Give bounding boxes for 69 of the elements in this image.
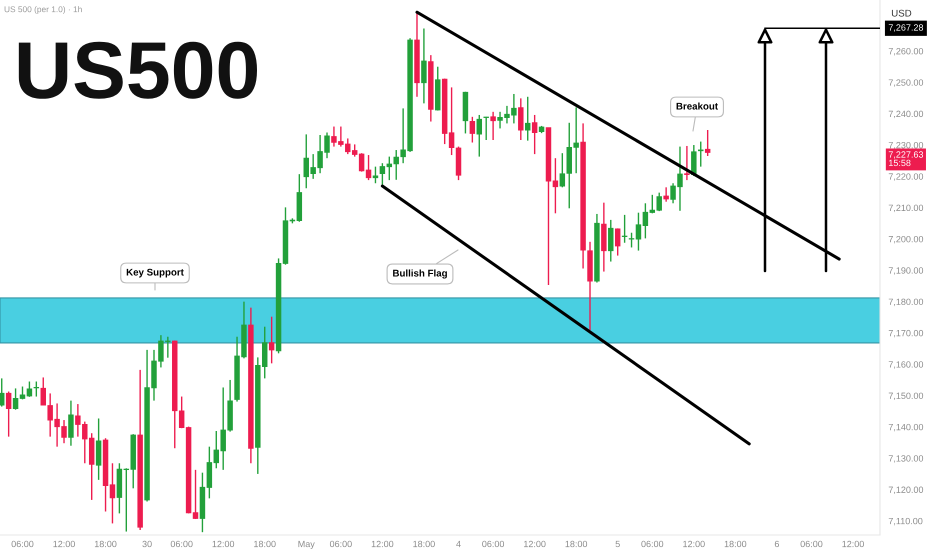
candlestick [421, 28, 427, 104]
candlestick [608, 219, 614, 262]
x-tick-label: 4 [456, 540, 461, 548]
y-tick-label: 7,220.00 [888, 173, 924, 181]
candlestick [34, 380, 40, 398]
y-tick-label: 7,240.00 [888, 110, 924, 118]
chart-title: US500 [18, 42, 258, 99]
x-tick-label: 18:00 [254, 540, 276, 548]
candlestick [524, 96, 530, 142]
annotation: Breakout [676, 102, 718, 110]
y-tick-label: 7,150.00 [888, 392, 924, 400]
y-tick-label: 7,160.00 [888, 361, 924, 369]
x-tick-label: 18:00 [724, 540, 746, 548]
y-tick-label: 7,110.00 [888, 518, 922, 526]
x-tick-label: May [298, 540, 315, 549]
annotation: Key Support [126, 268, 184, 278]
ref-line-label: 7,267.28 [888, 24, 924, 32]
x-tick-label: 06:00 [170, 540, 193, 548]
y-tick-label: 7,180.00 [888, 298, 924, 306]
x-tick-label: 06:00 [482, 540, 504, 548]
candlestick [614, 228, 620, 256]
x-tick-label: 12:00 [683, 540, 705, 548]
candlestick [490, 111, 496, 141]
candlestick [483, 116, 489, 141]
x-tick-label: 18:00 [566, 540, 588, 548]
x-tick-label: 12:00 [212, 540, 234, 548]
y-tick-label: 7,250.00 [888, 79, 924, 87]
y-axis-title: USD [892, 10, 912, 17]
candlestick [470, 116, 476, 144]
candlestick [560, 152, 566, 188]
y-tick-label: 7,120.00 [888, 486, 924, 494]
candlestick [0, 378, 4, 408]
text: US 500 (per 1.0) · 1h [4, 6, 82, 14]
candlestick [476, 114, 482, 158]
y-tick-label: 7,190.00 [888, 267, 924, 275]
candlestick [663, 186, 669, 202]
x-tick-label: 6 [774, 540, 779, 548]
x-tick-label: 12:00 [372, 540, 394, 548]
candlestick [622, 214, 628, 244]
y-tick-label: 7,210.00 [888, 204, 924, 212]
y-tick-label: 7,260.00 [888, 48, 924, 56]
annotation: Bullish Flag [393, 269, 447, 279]
x-tick-label: 5 [616, 540, 620, 548]
y-tick-label: 7,130.00 [888, 455, 924, 463]
text: 7,227.63 15:58 [888, 151, 924, 166]
x-tick-label: 06:00 [12, 540, 34, 548]
candlestick [372, 166, 378, 184]
candlestick [684, 145, 690, 181]
x-tick-label: 06:00 [330, 540, 352, 548]
y-tick-label: 7,140.00 [888, 424, 924, 432]
y-tick-label: 7,230.00 [888, 142, 924, 150]
x-tick-label: 18:00 [94, 540, 116, 548]
candlestick [68, 400, 74, 446]
x-tick-label: 18:00 [413, 540, 435, 548]
x-tick-label: 06:00 [641, 540, 664, 548]
candlestick [6, 390, 12, 438]
x-tick-label: 12:00 [842, 540, 864, 548]
candlestick [532, 114, 538, 155]
candlestick [518, 98, 524, 141]
candlestick [268, 316, 274, 364]
candlestick [698, 140, 704, 168]
x-tick-label: 12:00 [53, 540, 75, 548]
x-tick-label: 06:00 [800, 540, 822, 548]
y-tick-label: 7,200.00 [888, 236, 924, 244]
x-tick-label: 12:00 [524, 540, 546, 548]
candlestick [691, 144, 697, 177]
y-tick-label: 7,170.00 [888, 330, 924, 338]
candlestick [704, 129, 710, 157]
x-tick-label: 30 [142, 540, 152, 548]
